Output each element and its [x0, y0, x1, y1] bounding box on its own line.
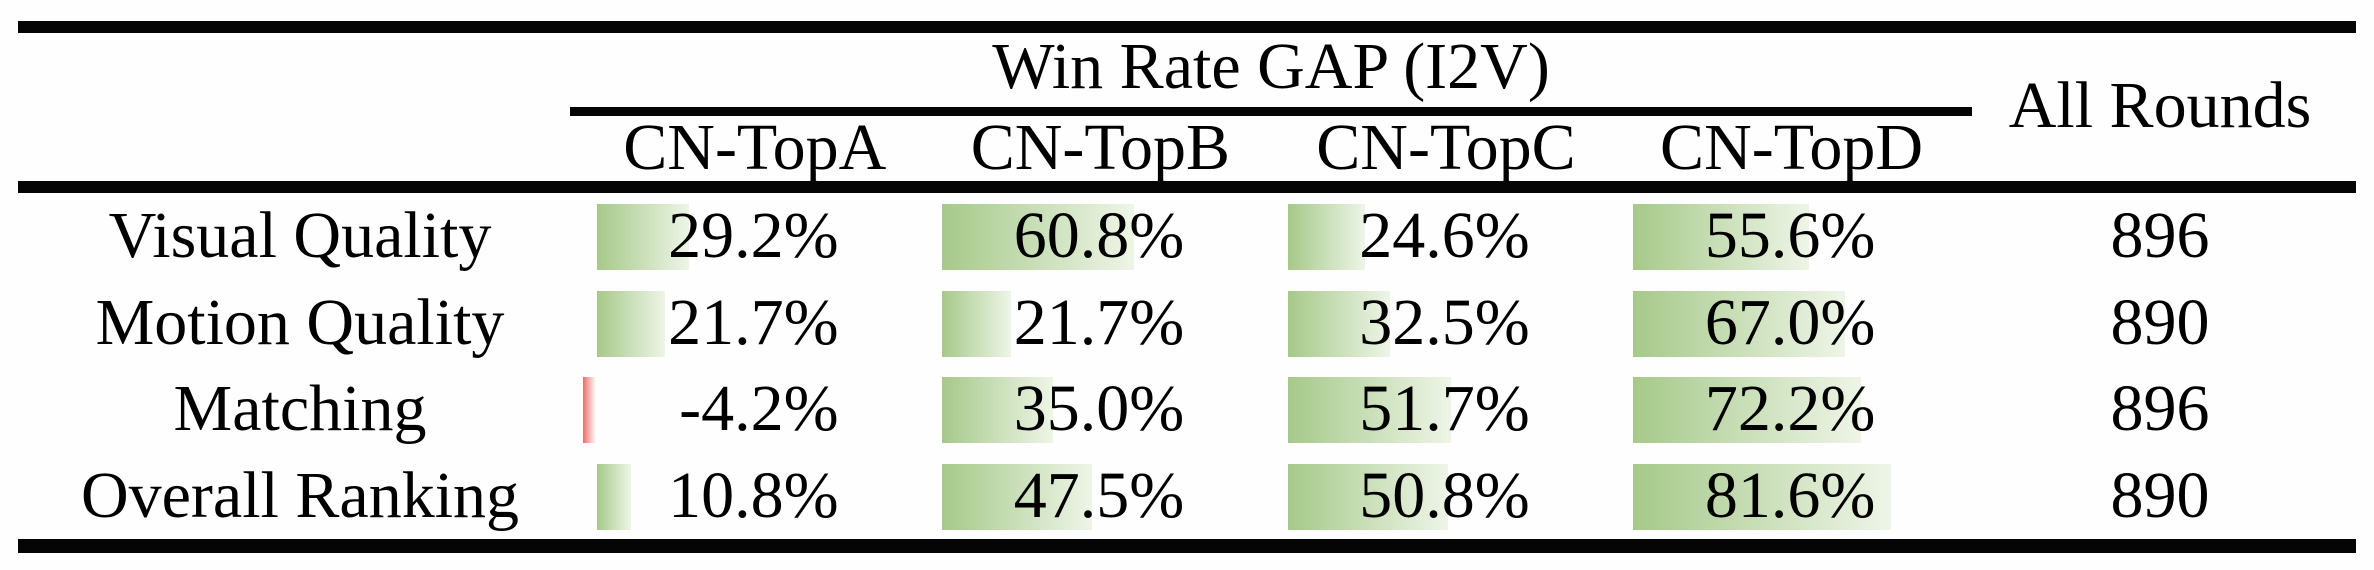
data-cell: 10.8%	[582, 453, 928, 540]
cell-value: 21.7%	[668, 285, 839, 359]
row-cells: 29.2% 60.8% 24.6% 55.6%	[582, 193, 1964, 280]
cell-value: 21.7%	[1013, 285, 1185, 359]
all-rounds-value: 896	[2110, 199, 2210, 273]
data-cell: 32.5%	[1273, 280, 1619, 367]
bottom-rule	[18, 539, 2356, 553]
positive-data-bar	[942, 377, 1053, 443]
positive-data-bar	[1633, 204, 1809, 270]
column-header-cn-topa: CN-TopA	[623, 111, 887, 184]
data-cell: 24.6%	[1273, 193, 1619, 280]
positive-data-bar	[1287, 290, 1391, 357]
all-rounds-value: 890	[2110, 285, 2210, 359]
data-cell: 29.2%	[582, 193, 928, 280]
column-header-cn-topb: CN-TopB	[970, 111, 1231, 184]
cell-value: -4.2%	[679, 372, 839, 446]
positive-data-bar	[942, 204, 1135, 270]
negative-data-bar	[583, 377, 597, 443]
positive-data-bar	[1633, 290, 1845, 357]
data-cell: 51.7%	[1273, 366, 1619, 453]
positive-data-bar	[596, 463, 631, 530]
positive-data-bar	[1287, 463, 1449, 530]
span-header: Win Rate GAP (I2V)	[992, 30, 1550, 103]
table-row: Motion Quality 21.7% 21.7% 32.5% 67.0% 890	[0, 280, 2374, 367]
cell-value: 10.8%	[668, 458, 839, 532]
cell-value: 60.8%	[1013, 199, 1185, 273]
row-label: Visual Quality	[108, 199, 492, 273]
positive-data-bar	[596, 204, 689, 270]
column-header-cn-topd: CN-TopD	[1660, 111, 1924, 184]
table-row: Visual Quality 29.2% 60.8% 24.6% 55.6% 896	[0, 193, 2374, 280]
data-cell: 55.6%	[1619, 193, 1965, 280]
table-body: Visual Quality 29.2% 60.8% 24.6% 55.6% 896 …	[0, 193, 2374, 539]
data-cell: 50.8%	[1273, 453, 1619, 540]
data-cell: 81.6%	[1619, 453, 1965, 540]
mid-rule	[18, 181, 2356, 193]
cell-value: 47.5%	[1013, 458, 1185, 532]
data-cell: -4.2%	[582, 366, 928, 453]
cell-value: 72.2%	[1704, 372, 1876, 446]
column-header-cn-topc: CN-TopC	[1316, 111, 1576, 184]
row-label: Motion Quality	[95, 285, 505, 359]
positive-data-bar	[1633, 377, 1862, 443]
cell-value: 55.6%	[1704, 199, 1876, 273]
data-cell: 60.8%	[928, 193, 1274, 280]
row-cells: 10.8% 47.5% 50.8% 81.6%	[582, 453, 1964, 540]
positive-data-bar	[1633, 463, 1892, 530]
positive-data-bar	[942, 463, 1093, 530]
data-cell: 21.7%	[582, 280, 928, 367]
data-cell: 72.2%	[1619, 366, 1965, 453]
column-headers: CN-TopA CN-TopB CN-TopC CN-TopD	[582, 111, 1964, 184]
data-cell: 47.5%	[928, 453, 1274, 540]
top-rule	[18, 21, 2356, 33]
row-label: Matching	[173, 372, 427, 446]
cell-value: 32.5%	[1359, 285, 1530, 359]
all-rounds-value: 890	[2110, 458, 2210, 532]
cell-value: 67.0%	[1704, 285, 1876, 359]
table-row: Overall Ranking 10.8% 47.5% 50.8% 81.6% 890	[0, 453, 2374, 540]
data-cell: 35.0%	[928, 366, 1274, 453]
positive-data-bar	[1287, 204, 1366, 270]
positive-data-bar	[596, 290, 666, 357]
data-cell: 67.0%	[1619, 280, 1965, 367]
row-cells: -4.2% 35.0% 51.7% 72.2%	[582, 366, 1964, 453]
all-rounds-header: All Rounds	[2008, 69, 2312, 142]
cell-value: 35.0%	[1013, 372, 1185, 446]
cell-value: 29.2%	[668, 199, 839, 273]
row-label: Overall Ranking	[80, 458, 520, 532]
data-cell: 21.7%	[928, 280, 1274, 367]
row-cells: 21.7% 21.7% 32.5% 67.0%	[582, 280, 1964, 367]
cell-value: 24.6%	[1359, 199, 1530, 273]
cell-value: 50.8%	[1359, 458, 1530, 532]
cell-value: 51.7%	[1359, 372, 1530, 446]
positive-data-bar	[942, 290, 1011, 357]
positive-data-bar	[1287, 377, 1452, 443]
table-row: Matching -4.2% 35.0% 51.7% 72.2% 896	[0, 366, 2374, 453]
cmid-rule	[570, 107, 1972, 116]
all-rounds-value: 896	[2110, 372, 2210, 446]
cell-value: 81.6%	[1704, 458, 1876, 532]
